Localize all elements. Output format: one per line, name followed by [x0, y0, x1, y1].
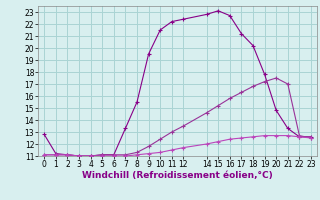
- X-axis label: Windchill (Refroidissement éolien,°C): Windchill (Refroidissement éolien,°C): [82, 171, 273, 180]
